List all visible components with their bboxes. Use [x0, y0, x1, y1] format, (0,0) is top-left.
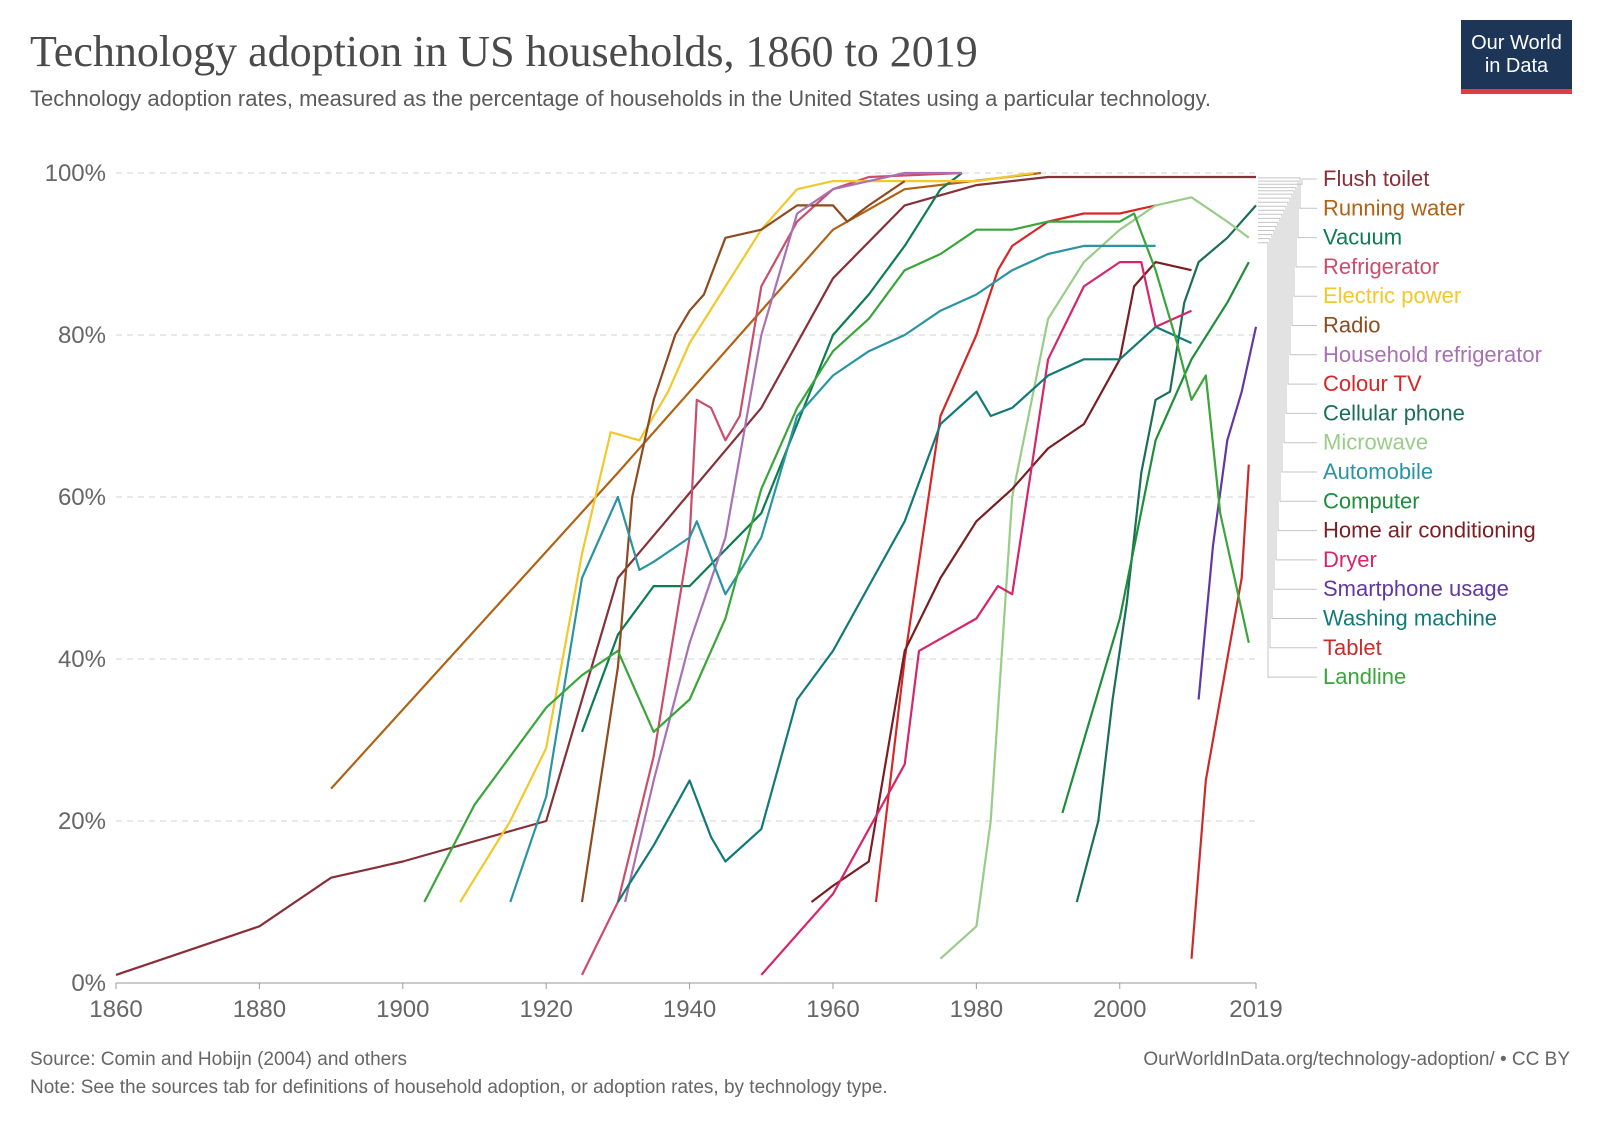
series-line	[580, 180, 906, 903]
legend-item: Tablet	[1323, 635, 1382, 660]
legend-connector	[1258, 177, 1317, 209]
legend-connector	[1258, 221, 1317, 532]
x-tick-label: 1960	[806, 996, 859, 1023]
legend-connector	[1258, 201, 1317, 385]
series-line	[330, 171, 1042, 790]
legend-item: Smartphone usage	[1323, 576, 1509, 601]
y-tick-label: 20%	[58, 808, 106, 835]
legend-item: Landline	[1323, 664, 1406, 689]
x-tick-label: 1980	[950, 996, 1003, 1023]
legend-connector	[1258, 242, 1317, 678]
x-tick-label: 1860	[89, 996, 142, 1023]
owid-logo[interactable]: Our World in Data	[1461, 20, 1572, 94]
x-tick-label: 1900	[376, 996, 429, 1023]
x-tick-label: 2019	[1229, 996, 1282, 1023]
series-line	[624, 171, 962, 903]
x-tick-label: 1920	[519, 996, 572, 1023]
legend-item: Washing machine	[1323, 606, 1497, 631]
legend-connector	[1258, 217, 1317, 502]
legend-connector	[1258, 187, 1317, 268]
y-tick-label: 0%	[71, 970, 106, 997]
x-tick-label: 1880	[233, 996, 286, 1023]
series-line	[509, 244, 1156, 903]
series-line	[1190, 464, 1250, 959]
legend-item: Radio	[1323, 313, 1380, 338]
legend-connector	[1258, 209, 1317, 444]
legend-connector	[1258, 193, 1317, 326]
legend-item: Vacuum	[1323, 225, 1402, 250]
series-line	[1075, 204, 1257, 903]
series-line	[939, 196, 1250, 960]
x-tick-label: 2000	[1093, 996, 1146, 1023]
legend-connector	[1258, 226, 1317, 561]
series-line	[874, 204, 1156, 903]
legend-item: Colour TV	[1323, 371, 1422, 396]
legend-item: Electric power	[1323, 283, 1461, 308]
legend-item: Flush toilet	[1323, 166, 1429, 191]
legend-connector	[1258, 238, 1317, 649]
y-tick-label: 80%	[58, 322, 106, 349]
series-line	[581, 171, 963, 976]
logo-line-2: in Data	[1484, 55, 1549, 77]
legend-item: Automobile	[1323, 459, 1433, 484]
series-line	[810, 261, 1192, 903]
y-tick-label: 40%	[58, 646, 106, 673]
legend-item: Computer	[1323, 488, 1420, 513]
legend-connector	[1258, 234, 1317, 619]
gridlines	[116, 172, 1256, 984]
series-lines	[115, 171, 1258, 976]
y-tick-label: 100%	[45, 160, 106, 187]
y-tick-label: 60%	[58, 484, 106, 511]
chart-subtitle: Technology adoption rates, measured as t…	[30, 86, 1212, 111]
series-line	[423, 212, 1250, 903]
legend[interactable]: Flush toilet Running water Vacuum Refrigera…	[1258, 166, 1542, 689]
logo-accent-bar	[1461, 89, 1572, 94]
legend-item: Dryer	[1323, 547, 1377, 572]
series-line	[616, 325, 1192, 903]
y-axis: 0% 20% 40% 60% 80% 100%	[45, 160, 106, 997]
legend-item: Cellular phone	[1323, 400, 1465, 425]
legend-item: Running water	[1323, 195, 1465, 220]
legend-item: Refrigerator	[1323, 254, 1439, 279]
note-text: Note: See the sources tab for definition…	[30, 1077, 888, 1098]
legend-connector	[1258, 230, 1317, 590]
logo-line-1: Our World	[1471, 32, 1562, 54]
legend-connector	[1258, 213, 1317, 473]
legend-item: Household refrigerator	[1323, 342, 1542, 367]
source-url[interactable]: OurWorldInData.org/technology-adoption/ …	[1143, 1049, 1570, 1070]
series-line	[1061, 261, 1250, 814]
legend-connector	[1258, 178, 1317, 185]
legend-item: Home air conditioning	[1323, 518, 1536, 543]
legend-connector	[1258, 197, 1317, 356]
chart-title: Technology adoption in US households, 18…	[30, 27, 978, 76]
legend-item: Microwave	[1323, 430, 1428, 455]
series-line	[1197, 326, 1258, 700]
series-line	[459, 171, 1034, 903]
legend-connector	[1258, 205, 1317, 414]
x-tick-label: 1940	[663, 996, 716, 1023]
series-line	[760, 261, 1192, 976]
x-axis: 1860 1880 1900 1920 1940 1960 1980 2000 2019	[89, 983, 1283, 1023]
series-line	[115, 175, 1256, 976]
legend-connector	[1258, 190, 1317, 297]
series-line	[580, 172, 963, 733]
source-text: Source: Comin and Hobijn (2004) and othe…	[30, 1049, 408, 1070]
legend-connector	[1258, 180, 1317, 239]
